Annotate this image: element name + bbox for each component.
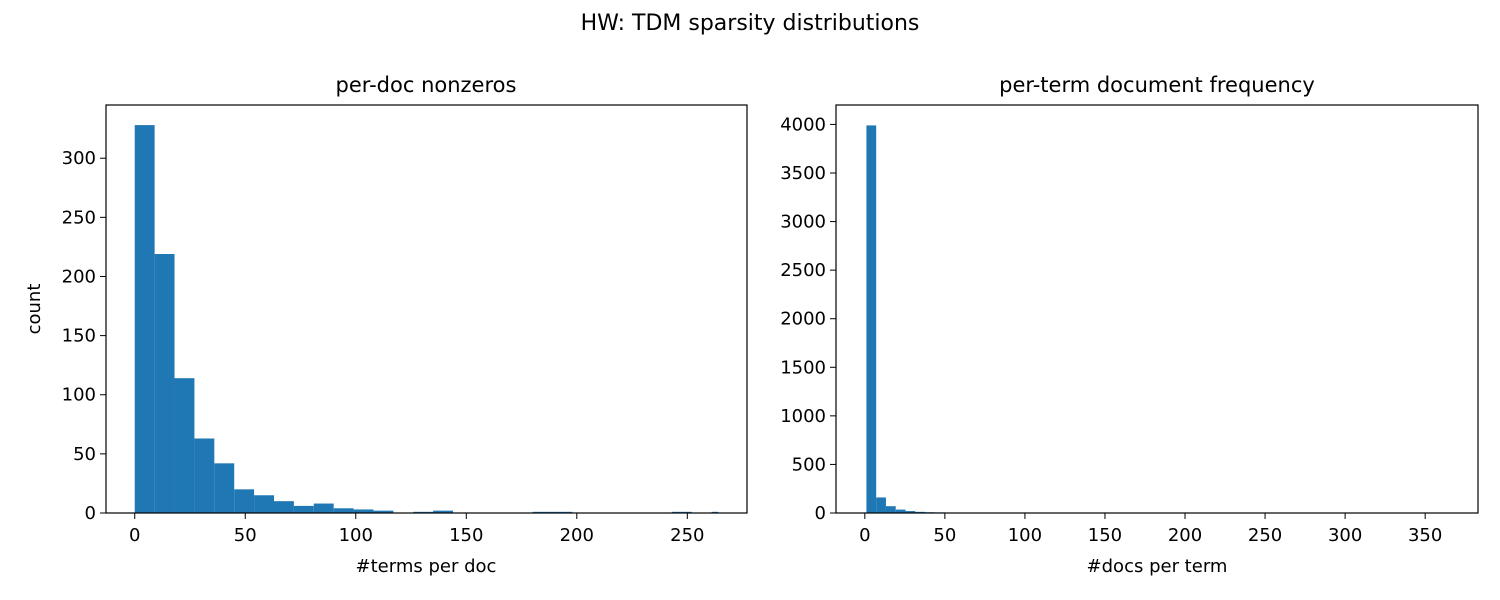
x-tick-label: 250	[1248, 525, 1282, 546]
x-tick-label: 50	[933, 525, 956, 546]
y-tick-label: 2000	[780, 309, 826, 330]
y-tick-label: 200	[62, 266, 96, 287]
x-tick-label: 200	[1168, 525, 1202, 546]
x-axis-label: #docs per term	[1087, 556, 1228, 577]
y-tick-label: 2500	[780, 260, 826, 281]
chart-title: per-term document frequency	[999, 73, 1315, 97]
y-tick-label: 100	[62, 385, 96, 406]
histogram-bar	[895, 509, 906, 513]
histogram-bar	[134, 125, 155, 514]
histogram-bar	[234, 489, 255, 513]
y-tick-label: 0	[815, 503, 826, 524]
x-tick-label: 100	[1008, 525, 1042, 546]
histogram-bar	[373, 510, 394, 513]
histogram-bars	[134, 125, 719, 514]
histogram-bar	[333, 508, 354, 513]
y-tick-label: 150	[62, 326, 96, 347]
x-tick-label: 150	[1088, 525, 1122, 546]
histogram-bar	[154, 254, 175, 513]
histogram-bar	[433, 510, 454, 513]
histogram-bar	[194, 438, 215, 513]
histogram-bar	[876, 497, 886, 513]
histogram-bar	[174, 378, 195, 513]
x-tick-label: 300	[1328, 525, 1362, 546]
y-tick-label: 1000	[780, 406, 826, 427]
y-tick-label: 300	[62, 148, 96, 169]
x-axis-ticks: 0 50 100 150 200 250	[129, 513, 705, 546]
x-tick-label: 100	[339, 525, 373, 546]
histogram-bar	[885, 506, 896, 513]
plot-frame	[105, 104, 748, 514]
x-tick-label: 250	[670, 525, 704, 546]
y-tick-label: 250	[62, 207, 96, 228]
y-tick-label: 0	[85, 503, 96, 524]
histogram-bars	[866, 125, 1453, 514]
y-tick-label: 3500	[780, 163, 826, 184]
x-tick-label: 0	[859, 525, 870, 546]
histogram-bar	[293, 505, 314, 513]
y-axis-label: count	[24, 284, 45, 335]
x-tick-label: 350	[1408, 525, 1442, 546]
y-tick-label: 50	[73, 444, 96, 465]
histogram-bar	[905, 511, 916, 513]
y-tick-label: 500	[792, 454, 826, 475]
figure-suptitle: HW: TDM sparsity distributions	[581, 11, 920, 36]
chart-title: per-doc nonzeros	[336, 73, 517, 97]
chart-per-term-document-frequency: per-term document frequency #docs per te…	[780, 73, 1479, 577]
x-axis-ticks: 0 50 100 150 200 250 300 350	[859, 513, 1442, 546]
histogram-bar	[273, 501, 294, 513]
y-tick-label: 4000	[780, 114, 826, 135]
y-axis-ticks: 0 50 100 150 200 250 300	[62, 148, 106, 524]
x-tick-label: 200	[560, 525, 594, 546]
histogram-bar	[254, 495, 274, 513]
histogram-bar	[353, 509, 374, 513]
histogram-bar	[866, 125, 877, 514]
histogram-bar	[313, 503, 334, 513]
x-axis-label: #terms per doc	[356, 556, 497, 577]
y-axis-ticks: 0 500 1000 1500 2000 2500 3000 3500 4000	[780, 114, 836, 524]
x-tick-label: 0	[129, 525, 140, 546]
x-tick-label: 50	[234, 525, 257, 546]
histogram-bar	[214, 463, 235, 513]
chart-per-doc-nonzeros: per-doc nonzeros #terms per doc count 0 5…	[24, 73, 748, 577]
y-tick-label: 3000	[780, 212, 826, 233]
plot-frame	[835, 104, 1479, 514]
x-tick-label: 150	[449, 525, 483, 546]
y-tick-label: 1500	[780, 357, 826, 378]
